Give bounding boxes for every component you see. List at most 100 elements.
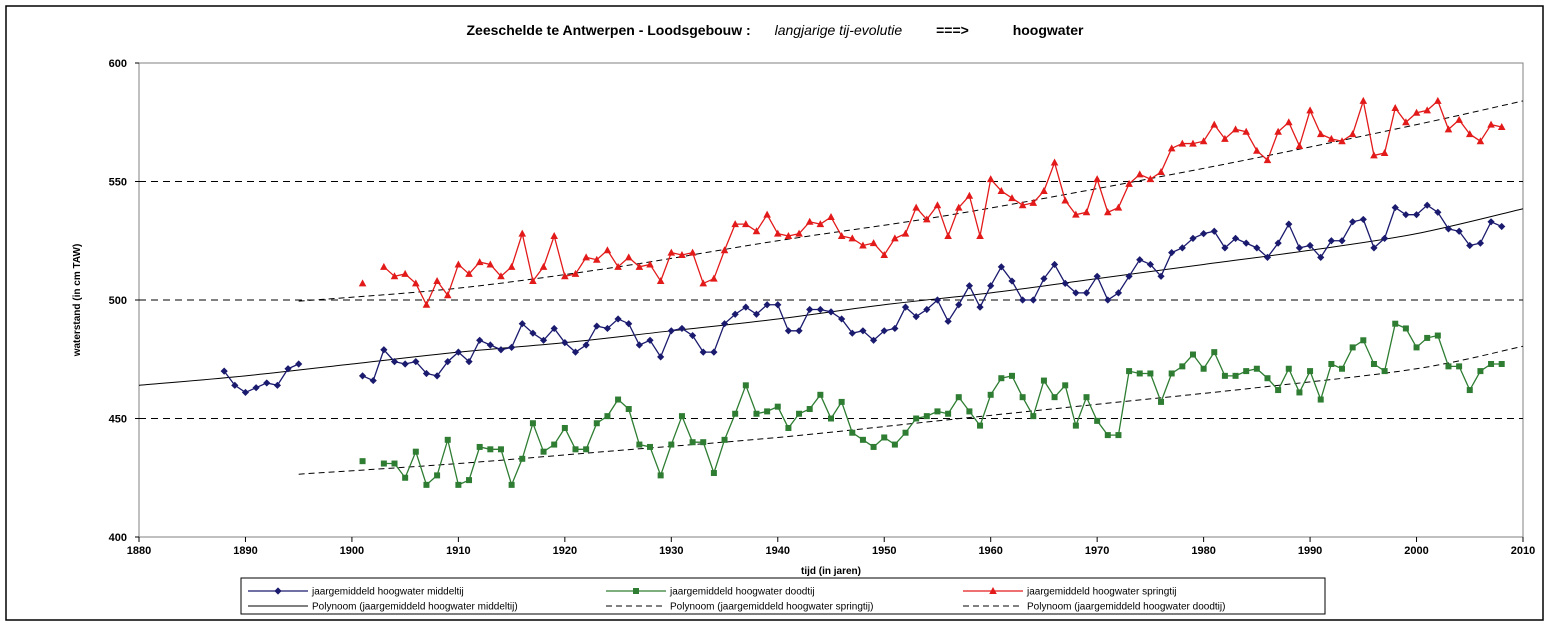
series-2-point-2002: [1434, 96, 1442, 104]
series-layer: [220, 96, 1506, 488]
series-2-point-1977: [1167, 144, 1176, 152]
series-0-point-1985: [1253, 244, 1261, 252]
series-0-point-1928: [646, 336, 654, 344]
series-0-point-1916: [518, 320, 526, 328]
y-tick-label-400: 400: [109, 532, 127, 544]
series-0-point-1889: [231, 381, 239, 389]
series-2-point-2003: [1444, 125, 1453, 133]
title-part-quantity: hoogwater: [1013, 22, 1084, 38]
series-2-point-1907: [422, 300, 431, 308]
series-1-point-1907: [423, 481, 430, 488]
series-1-point-1959: [977, 422, 984, 429]
series-1-point-1991: [1317, 396, 1324, 403]
series-1-point-1957: [955, 394, 962, 401]
series-0-point-1892: [263, 379, 271, 387]
series-2-point-1976: [1157, 168, 1165, 176]
series-0-point-1978: [1178, 244, 1186, 252]
series-1-point-1952: [902, 429, 909, 436]
series-1-point-1929: [657, 472, 664, 479]
series-0-point-1990: [1306, 241, 1314, 250]
series-0-point-1936: [731, 310, 739, 318]
series-0-point-1966: [1050, 260, 1059, 269]
series-1-point-1921: [572, 446, 579, 453]
x-tick-label-1930: 1930: [659, 545, 683, 557]
series-2-point-1988: [1284, 118, 1293, 126]
series-2-point-1918: [539, 262, 548, 270]
series-2-point-1958: [965, 191, 974, 199]
series-0-point-1940: [774, 301, 782, 309]
series-2-point-1964: [1029, 198, 1038, 206]
x-tick-label-2000: 2000: [1404, 545, 1428, 557]
series-0-point-1930: [667, 327, 675, 335]
series-2-point-1999: [1402, 118, 1410, 126]
series-2-point-1939: [763, 210, 771, 218]
series-0-point-1907: [422, 369, 431, 378]
series-0-point-1919: [550, 324, 558, 333]
series-1-point-1914: [497, 446, 504, 453]
series-1-point-2007: [1488, 360, 1495, 367]
series-1-point-1977: [1168, 370, 1175, 377]
series-2-point-1950: [880, 250, 889, 258]
series-0-point-1970: [1093, 272, 1101, 280]
series-1-point-1924: [604, 413, 611, 420]
series-2-point-1926: [624, 253, 633, 261]
series-2-point-1904: [390, 272, 399, 280]
series-0-point-1991: [1317, 253, 1325, 261]
series-0-point-1946: [838, 315, 846, 323]
series-0-point-1923: [593, 322, 601, 330]
title-part-location: Zeeschelde te Antwerpen - Loodsgebouw :: [467, 22, 751, 38]
series-2-point-1913: [486, 260, 495, 268]
trendline-2: [298, 345, 1524, 475]
legend-marker-1: [633, 588, 639, 594]
x-tick-label-1970: 1970: [1085, 545, 1109, 557]
series-2-point-1990: [1306, 106, 1314, 114]
series-0-point-1955: [933, 296, 942, 304]
series-1-point-1928: [647, 443, 654, 450]
series-2-point-2001: [1423, 106, 1431, 114]
series-0-point-1962: [1008, 277, 1016, 285]
series-0-point-1981: [1210, 227, 1218, 235]
series-2-point-1962: [1008, 194, 1016, 202]
series-0-point-2004: [1455, 227, 1463, 235]
series-1-point-1996: [1370, 360, 1377, 367]
series-1-point-1961: [998, 375, 1005, 382]
series-0-point-1976: [1157, 272, 1165, 280]
series-1-point-1987: [1275, 387, 1282, 394]
series-2-point-1954: [923, 215, 931, 223]
legend-entry-3: Polynoom (jaargemiddeld hoogwater middel…: [248, 602, 518, 613]
series-2-point-1961: [997, 186, 1006, 194]
x-tick-label-1920: 1920: [553, 545, 577, 557]
series-1-point-1901: [359, 458, 366, 465]
series-1-point-2006: [1477, 368, 1484, 375]
series-2-point-1996: [1370, 151, 1378, 159]
series-2-point-1952: [901, 229, 910, 237]
series-0-point-1949: [869, 336, 878, 344]
series-0-point-1929: [657, 353, 665, 361]
series-0-point-1986: [1263, 253, 1272, 261]
series-2-point-1969: [1082, 208, 1091, 216]
series-1-point-1984: [1243, 368, 1250, 375]
series-0-point-1997: [1381, 234, 1389, 242]
series-0-point-1920: [561, 339, 569, 347]
series-0-point-1903: [380, 346, 388, 354]
series-0-point-1977: [1168, 249, 1176, 257]
series-0-point-1974: [1136, 256, 1144, 264]
series-0-point-1942: [795, 327, 803, 335]
series-2-point-1920: [561, 272, 569, 280]
series-1-point-1983: [1232, 372, 1239, 379]
series-2-point-1992: [1327, 134, 1336, 142]
series-2-point-1949: [869, 239, 878, 247]
series-0-point-1952: [901, 303, 910, 311]
series-1-point-1993: [1339, 365, 1346, 372]
series-0-point-1908: [433, 372, 441, 380]
series-1-point-1911: [466, 477, 473, 484]
series-0-point-1918: [539, 336, 548, 344]
series-2-point-1965: [1040, 186, 1048, 194]
series-0-point-2003: [1444, 225, 1453, 233]
x-tick-label-1960: 1960: [978, 545, 1002, 557]
series-1-point-2000: [1413, 344, 1420, 351]
series-1-point-2001: [1424, 334, 1431, 341]
series-0-point-1932: [689, 331, 697, 340]
series-2-point-1931: [678, 250, 686, 258]
series-1-point-1915: [508, 481, 515, 488]
